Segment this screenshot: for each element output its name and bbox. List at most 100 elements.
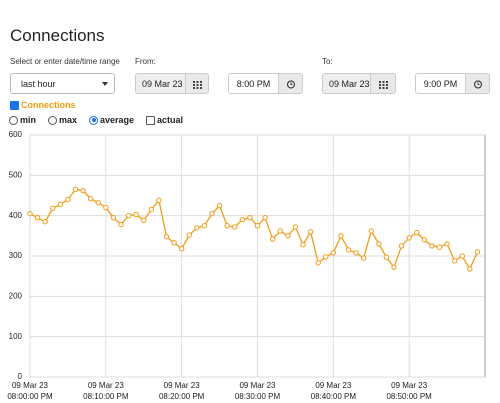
point — [224, 223, 230, 229]
point — [368, 228, 374, 234]
point — [103, 204, 109, 211]
average-option[interactable]: average — [89, 115, 134, 125]
min-option[interactable]: min — [9, 115, 36, 125]
point — [444, 241, 450, 247]
clock-icon — [473, 80, 483, 89]
y-tick-label: 100 — [9, 332, 23, 341]
to-time[interactable]: 9:00 PM — [415, 73, 466, 94]
y-tick-label: 600 — [9, 130, 23, 139]
x-tick-label: 09 Mar 23 08:50:00 PM — [386, 381, 432, 401]
point — [406, 235, 412, 241]
x-tick-label: 09 Mar 23 08:10:00 PM — [83, 381, 129, 401]
point — [467, 266, 473, 272]
point — [171, 239, 177, 246]
point — [87, 196, 94, 202]
point — [57, 201, 64, 208]
point — [376, 241, 382, 247]
point — [118, 221, 124, 228]
range-label: Select or enter date/time range — [10, 57, 120, 66]
point — [247, 214, 253, 221]
point — [330, 250, 337, 256]
series-toggle[interactable]: Connections — [10, 100, 76, 110]
y-tick-label: 500 — [9, 170, 23, 179]
radio — [9, 115, 18, 125]
point — [216, 202, 223, 209]
to-date[interactable]: 09 Mar 23 — [322, 73, 371, 94]
point — [27, 210, 33, 217]
point — [459, 253, 465, 259]
to-clock-button[interactable] — [466, 73, 490, 94]
radio — [48, 115, 57, 125]
chart: 0 100 200 300 400 500 600 — [9, 130, 486, 381]
range-value: last hour — [21, 79, 56, 89]
point — [338, 233, 344, 239]
point — [110, 214, 117, 221]
average-label: average — [100, 115, 135, 125]
from-calendar-button[interactable] — [186, 73, 209, 94]
point — [42, 219, 48, 225]
point — [414, 229, 420, 236]
point — [72, 186, 79, 193]
point — [269, 236, 276, 242]
point — [34, 214, 41, 221]
x-tick-label: 09 Mar 23 08:20:00 PM — [158, 381, 205, 401]
point — [383, 254, 390, 260]
to-label: To: — [322, 57, 333, 66]
calendar-icon — [193, 81, 202, 89]
point — [232, 224, 238, 230]
point — [209, 210, 215, 217]
max-option[interactable]: max — [48, 115, 77, 125]
point — [429, 243, 435, 249]
point — [345, 247, 352, 253]
series-toggle-label: Connections — [21, 100, 76, 110]
radio — [89, 115, 98, 125]
point — [262, 214, 268, 221]
page-title: Connections — [10, 26, 105, 45]
clock-icon — [286, 80, 296, 89]
range-select[interactable]: last hour — [10, 73, 115, 94]
point — [148, 206, 155, 213]
point — [141, 217, 147, 224]
point — [398, 243, 405, 249]
point — [307, 229, 314, 235]
x-axis-labels: 09 Mar 23 08:00:00 PM 09 Mar 23 08:10:00 … — [0, 125, 500, 403]
point — [474, 249, 481, 255]
point — [65, 196, 71, 203]
x-tick-label: 09 Mar 23 08:30:00 PM — [234, 381, 281, 401]
actual-label: actual — [157, 115, 184, 125]
point — [285, 233, 291, 239]
point — [178, 246, 185, 252]
point — [156, 197, 162, 204]
point — [300, 242, 306, 248]
checkbox — [146, 115, 155, 125]
point — [323, 254, 329, 260]
point — [125, 212, 132, 219]
calendar-icon — [379, 81, 388, 89]
point — [292, 224, 299, 230]
from-date[interactable]: 09 Mar 23 — [135, 73, 186, 94]
point — [133, 211, 139, 218]
point — [353, 250, 359, 256]
point — [421, 237, 428, 243]
y-tick-label: 200 — [9, 291, 23, 300]
y-tick-label: 400 — [9, 211, 23, 220]
x-tick-label: 09 Mar 23 08:40:00 PM — [310, 381, 357, 401]
point — [277, 228, 283, 234]
point — [95, 200, 101, 206]
to-calendar-button[interactable] — [371, 73, 396, 94]
point — [254, 223, 261, 229]
min-label: min — [20, 115, 37, 125]
from-clock-button[interactable] — [279, 73, 303, 94]
point — [163, 233, 170, 240]
max-label: max — [59, 115, 78, 125]
checkbox-checked — [10, 100, 19, 110]
point — [194, 225, 200, 231]
y-tick-label: 0 — [18, 372, 23, 381]
point — [451, 258, 458, 264]
y-tick-label: 300 — [9, 251, 23, 260]
actual-option[interactable]: actual — [146, 115, 183, 125]
from-time[interactable]: 8:00 PM — [228, 73, 279, 94]
point — [315, 260, 321, 266]
point — [201, 223, 208, 229]
